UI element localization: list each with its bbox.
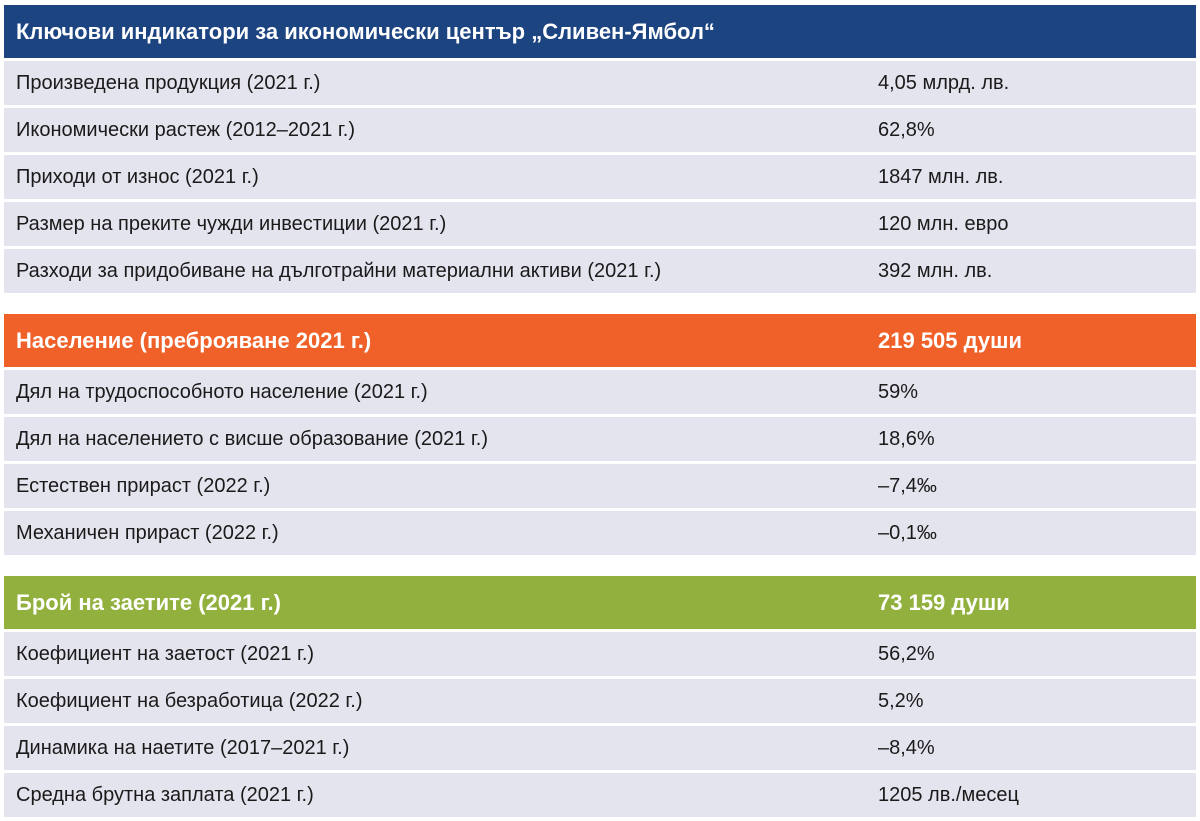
table-row: Механичен прираст (2022 г.) –0,1‰ — [4, 511, 1196, 555]
population-header: Население (преброяване 2021 г.) 219 505 … — [4, 314, 1196, 367]
section-title: Брой на заетите (2021 г.) — [16, 589, 281, 615]
row-label: Средна брутна заплата (2021 г.) — [16, 783, 314, 806]
row-value: 4,05 млрд. лв. — [878, 71, 1010, 94]
row-label: Естествен прираст (2022 г.) — [16, 474, 271, 497]
employment-section: Брой на заетите (2021 г.) 73 159 души Ко… — [4, 576, 1196, 817]
row-label: Дял на трудоспособното население (2021 г… — [16, 380, 428, 403]
table-row: Средна брутна заплата (2021 г.) 1205 лв.… — [4, 773, 1196, 817]
row-label: Икономически растеж (2012–2021 г.) — [16, 118, 355, 141]
section-header-value: 73 159 души — [878, 589, 1010, 615]
row-value: 18,6% — [878, 427, 935, 450]
row-label: Приходи от износ (2021 г.) — [16, 165, 259, 188]
row-value: 1205 лв./месец — [878, 783, 1019, 806]
table-row: Произведена продукция (2021 г.) 4,05 млр… — [4, 61, 1196, 105]
row-value: 59% — [878, 380, 919, 403]
table-row: Разходи за придобиване на дълготрайни ма… — [4, 249, 1196, 293]
population-section: Население (преброяване 2021 г.) 219 505 … — [4, 314, 1196, 555]
employment-header: Брой на заетите (2021 г.) 73 159 души — [4, 576, 1196, 629]
table-row: Дял на населението с висше образование (… — [4, 417, 1196, 461]
table-row: Коефициент на заетост (2021 г.) 56,2% — [4, 632, 1196, 676]
row-value: –8,4% — [878, 736, 935, 759]
table-row: Коефициент на безработица (2022 г.) 5,2% — [4, 679, 1196, 723]
economic-indicators-section: Ключови индикатори за икономически центъ… — [4, 5, 1196, 293]
row-value: 56,2% — [878, 642, 935, 665]
row-label: Разходи за придобиване на дълготрайни ма… — [16, 259, 662, 282]
row-value: 1847 млн. лв. — [878, 165, 1004, 188]
row-value: 392 млн. лв. — [878, 259, 993, 282]
row-value: 62,8% — [878, 118, 935, 141]
row-label: Дял на населението с висше образование (… — [16, 427, 488, 450]
table-row: Динамика на наетите (2017–2021 г.) –8,4% — [4, 726, 1196, 770]
row-value: –0,1‰ — [878, 521, 937, 544]
row-value: 5,2% — [878, 689, 924, 712]
section-title: Ключови индикатори за икономически центъ… — [16, 18, 715, 44]
row-label: Размер на преките чужди инвестиции (2021… — [16, 212, 447, 235]
table-row: Естествен прираст (2022 г.) –7,4‰ — [4, 464, 1196, 508]
economic-indicators-header: Ключови индикатори за икономически центъ… — [4, 5, 1196, 58]
row-label: Произведена продукция (2021 г.) — [16, 71, 321, 94]
row-label: Динамика на наетите (2017–2021 г.) — [16, 736, 350, 759]
row-value: 120 млн. евро — [878, 212, 1009, 235]
table-row: Икономически растеж (2012–2021 г.) 62,8% — [4, 108, 1196, 152]
row-label: Коефициент на безработица (2022 г.) — [16, 689, 363, 712]
row-label: Механичен прираст (2022 г.) — [16, 521, 279, 544]
row-value: –7,4‰ — [878, 474, 937, 497]
section-title: Население (преброяване 2021 г.) — [16, 327, 372, 353]
section-header-value: 219 505 души — [878, 327, 1022, 353]
row-label: Коефициент на заетост (2021 г.) — [16, 642, 315, 665]
table-row: Дял на трудоспособното население (2021 г… — [4, 370, 1196, 414]
table-row: Приходи от износ (2021 г.) 1847 млн. лв. — [4, 155, 1196, 199]
table-row: Размер на преките чужди инвестиции (2021… — [4, 202, 1196, 246]
